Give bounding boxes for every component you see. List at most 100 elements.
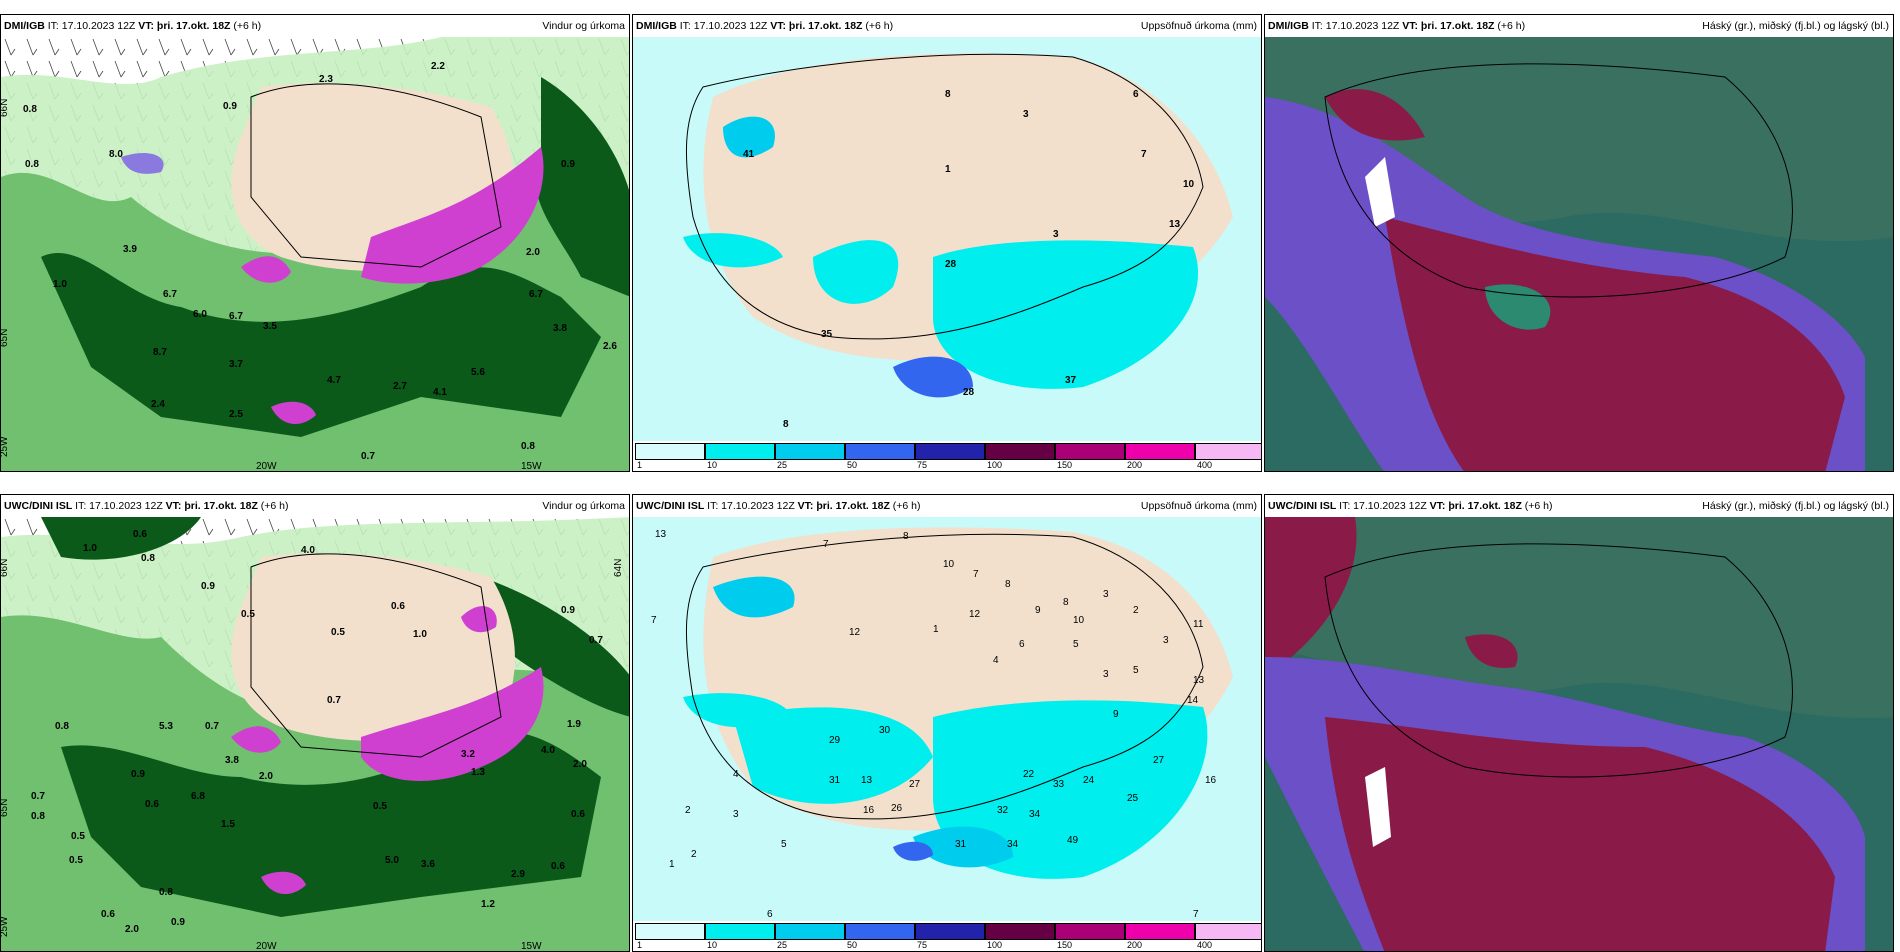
svg-text:6: 6 (1019, 639, 1025, 650)
svg-text:10: 10 (1073, 615, 1085, 626)
colorbar-tick: 150 (1057, 940, 1073, 950)
svg-text:7: 7 (823, 539, 829, 550)
colorbar-tick: 200 (1127, 940, 1143, 950)
svg-text:7: 7 (1141, 149, 1147, 160)
svg-text:8: 8 (945, 89, 951, 100)
svg-text:37: 37 (1065, 375, 1077, 386)
svg-text:3: 3 (1163, 635, 1169, 646)
svg-text:2.0: 2.0 (125, 924, 139, 935)
svg-text:27: 27 (1153, 755, 1165, 766)
cloud-map (1265, 37, 1893, 471)
panel-title: Vindur og úrkoma (542, 500, 625, 512)
colorbar-swatch (985, 443, 1055, 460)
precip-map: 41 28 35 37 8 8 6 3 7 10 13 3 1 28 (633, 37, 1261, 443)
svg-text:3.5: 3.5 (263, 321, 277, 332)
svg-text:12: 12 (969, 609, 981, 620)
svg-text:0.7: 0.7 (205, 721, 219, 732)
svg-text:1: 1 (933, 624, 939, 635)
svg-text:4: 4 (993, 655, 999, 666)
panel-header: DMI/IGB IT: 17.10.2023 12Z VT: þri. 17.o… (633, 15, 1261, 38)
valid-time: VT: þri. 17.okt. 18Z (1402, 20, 1495, 32)
svg-text:0.9: 0.9 (223, 101, 237, 112)
svg-text:49: 49 (1067, 835, 1079, 846)
svg-text:1.0: 1.0 (53, 279, 67, 290)
svg-text:29: 29 (829, 735, 841, 746)
svg-text:6.0: 6.0 (193, 309, 207, 320)
svg-text:2.2: 2.2 (431, 61, 445, 72)
svg-text:25W: 25W (1, 436, 10, 457)
svg-text:31: 31 (955, 839, 967, 850)
svg-text:0.9: 0.9 (131, 769, 145, 780)
svg-text:10: 10 (1183, 179, 1195, 190)
svg-text:0.7: 0.7 (589, 635, 603, 646)
panel-header: UWC/DINI ISL IT: 17.10.2023 12Z VT: þri.… (1, 495, 629, 518)
svg-text:27: 27 (909, 779, 921, 790)
lead-time: (+6 h) (260, 500, 289, 512)
cloud-map (1265, 517, 1893, 951)
panel-dmi-wind: DMI/IGB IT: 17.10.2023 12Z VT: þri. 17.o… (0, 14, 630, 472)
svg-text:1: 1 (945, 164, 951, 175)
svg-text:0.8: 0.8 (55, 721, 69, 732)
svg-text:8: 8 (903, 531, 909, 542)
svg-text:0.7: 0.7 (31, 791, 45, 802)
colorbar-swatch (635, 923, 705, 940)
svg-text:13: 13 (655, 529, 667, 540)
panel-dmi-precip: DMI/IGB IT: 17.10.2023 12Z VT: þri. 17.o… (632, 14, 1262, 472)
panel-dmi-clouds: DMI/IGB IT: 17.10.2023 12Z VT: þri. 17.o… (1264, 14, 1894, 472)
svg-text:28: 28 (963, 387, 975, 398)
svg-text:0.6: 0.6 (571, 809, 585, 820)
colorbar-swatch (775, 923, 845, 940)
svg-text:26: 26 (891, 803, 903, 814)
colorbar-swatch (1195, 923, 1261, 940)
svg-text:0.6: 0.6 (145, 799, 159, 810)
svg-text:10: 10 (943, 559, 955, 570)
lead-time: (+6 h) (233, 20, 262, 32)
svg-text:34: 34 (1007, 839, 1019, 850)
svg-text:1.9: 1.9 (567, 719, 581, 730)
svg-text:2.5: 2.5 (229, 409, 243, 420)
svg-text:24: 24 (1083, 775, 1095, 786)
svg-text:16: 16 (863, 805, 875, 816)
colorbar-swatch (1125, 923, 1195, 940)
colorbar-tick: 1 (637, 460, 643, 470)
svg-text:7: 7 (973, 569, 979, 580)
lead-time: (+6 h) (865, 20, 894, 32)
colorbar-swatch (705, 923, 775, 940)
svg-text:6.7: 6.7 (163, 289, 177, 300)
svg-text:13: 13 (1169, 219, 1181, 230)
svg-text:13: 13 (1193, 675, 1205, 686)
svg-text:2.9: 2.9 (511, 869, 525, 880)
colorbar-swatch (1055, 923, 1125, 940)
svg-text:2.6: 2.6 (603, 341, 617, 352)
svg-text:16: 16 (1205, 775, 1217, 786)
valid-time: VT: þri. 17.okt. 18Z (797, 500, 890, 512)
svg-text:8: 8 (1063, 597, 1069, 608)
svg-text:12: 12 (849, 627, 861, 638)
svg-text:0.7: 0.7 (327, 695, 341, 706)
colorbar-tick: 400 (1197, 460, 1213, 470)
svg-text:4: 4 (733, 769, 739, 780)
svg-text:1.5: 1.5 (221, 819, 235, 830)
lead-time: (+6 h) (1524, 500, 1553, 512)
colorbar-swatch (845, 443, 915, 460)
svg-text:25: 25 (1127, 793, 1139, 804)
init-time: IT: 17.10.2023 12Z (707, 500, 795, 512)
source-label: UWC/DINI ISL (1268, 500, 1337, 512)
svg-text:2: 2 (1133, 605, 1139, 616)
svg-text:5.3: 5.3 (159, 721, 173, 732)
svg-text:5: 5 (1133, 665, 1139, 676)
svg-text:0.9: 0.9 (561, 159, 575, 170)
svg-text:0.9: 0.9 (171, 917, 185, 928)
svg-text:8.0: 8.0 (109, 149, 123, 160)
svg-text:2.0: 2.0 (526, 247, 540, 258)
svg-text:32: 32 (997, 805, 1009, 816)
svg-text:1.0: 1.0 (413, 629, 427, 640)
svg-text:7: 7 (651, 615, 657, 626)
colorbar-tick: 150 (1057, 460, 1073, 470)
svg-text:0.8: 0.8 (141, 553, 155, 564)
svg-text:65N: 65N (1, 799, 10, 817)
source-label: DMI/IGB (1268, 20, 1309, 32)
panel-title: Uppsöfnuð úrkoma (mm) (1140, 500, 1257, 512)
svg-text:5.6: 5.6 (471, 367, 485, 378)
